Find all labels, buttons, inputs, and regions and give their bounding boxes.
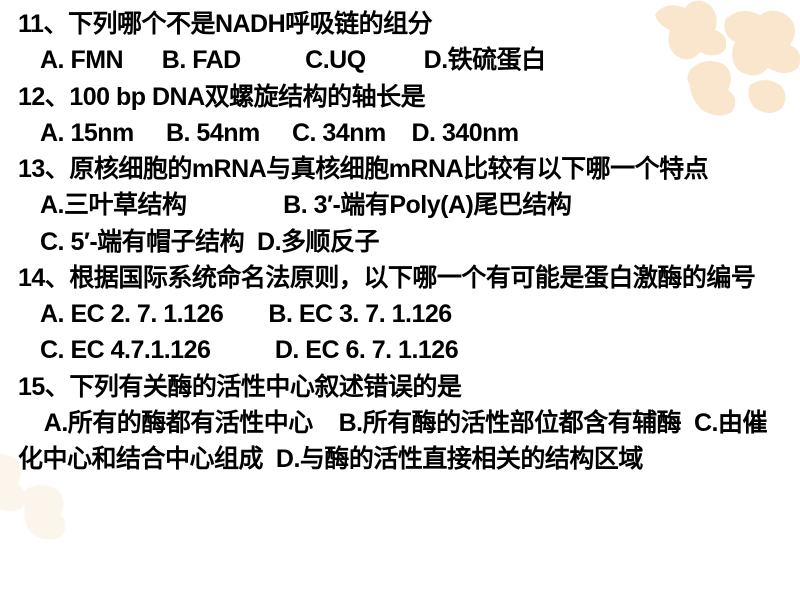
q12-text: 100 bp DNA双螺旋结构的轴长是 <box>69 83 425 111</box>
q13-num: 13、 <box>18 155 69 183</box>
q14-opts-cd: C. EC 4.7.1.126 D. EC 6. 7. 1.126 <box>18 332 782 368</box>
q13-stem: 13、原核细胞的mRNA与真核细胞mRNA比较有以下哪一个特点 <box>18 151 782 187</box>
q12-opts: A. 15nm B. 54nm C. 34nm D. 340nm <box>18 115 782 151</box>
q13-opts-cd: C. 5′-端有帽子结构 D.多顺反子 <box>18 224 782 260</box>
q11-stem: 11、下列哪个不是NADH呼吸链的组分 <box>18 6 782 42</box>
question-content: 11、下列哪个不是NADH呼吸链的组分 A. FMN B. FAD C.UQ D… <box>0 0 800 487</box>
q15-stem: 15、下列有关酶的活性中心叙述错误的是 <box>18 369 782 405</box>
q11-opts: A. FMN B. FAD C.UQ D.铁硫蛋白 <box>18 42 782 78</box>
q14-opts-ab: A. EC 2. 7. 1.126 B. EC 3. 7. 1.126 <box>18 296 782 332</box>
q12-num: 12、 <box>18 83 69 111</box>
q15-text: 下列有关酶的活性中心叙述错误的是 <box>69 373 461 401</box>
q12-stem: 12、100 bp DNA双螺旋结构的轴长是 <box>18 79 782 115</box>
q15-num: 15、 <box>18 373 69 401</box>
q14-text: 根据国际系统命名法原则，以下哪一个有可能是蛋白激酶的编号 <box>69 264 755 292</box>
q11-num: 11、 <box>18 10 68 38</box>
q14-stem: 14、根据国际系统命名法原则，以下哪一个有可能是蛋白激酶的编号 <box>18 260 782 296</box>
q13-text: 原核细胞的mRNA与真核细胞mRNA比较有以下哪一个特点 <box>69 155 708 183</box>
q11-text: 下列哪个不是NADH呼吸链的组分 <box>68 10 432 38</box>
q15-opts: A.所有的酶都有活性中心 B.所有酶的活性部位都含有辅酶 C.由催化中心和结合中… <box>18 405 782 478</box>
q13-opts-ab: A.三叶草结构 B. 3′-端有Poly(A)尾巴结构 <box>18 187 782 223</box>
q14-num: 14、 <box>18 264 69 292</box>
